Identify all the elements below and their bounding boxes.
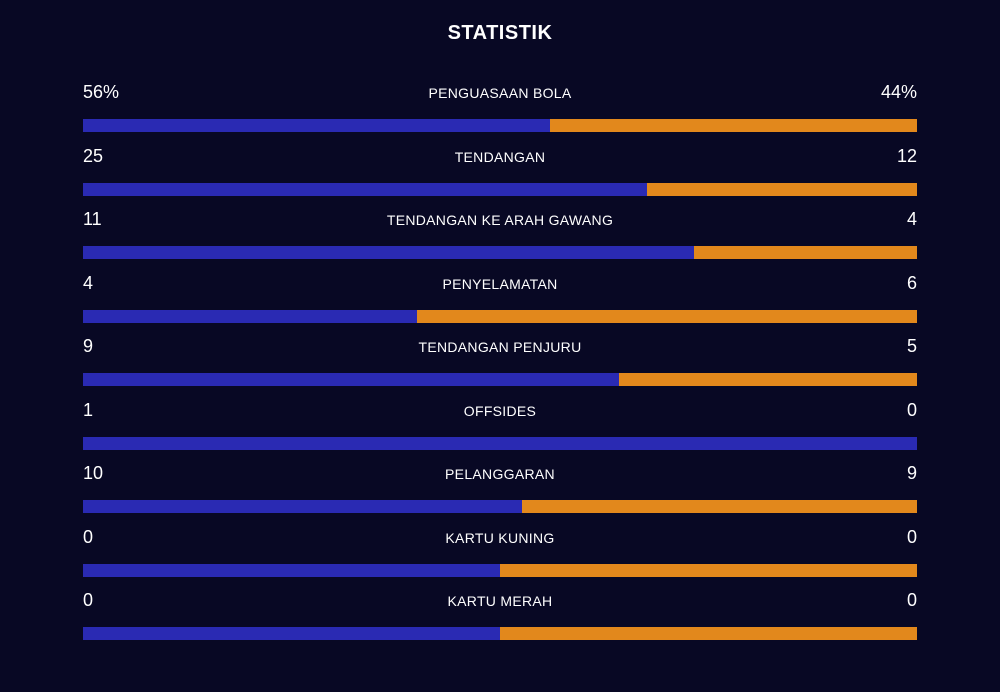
stat-bar-home bbox=[83, 373, 620, 386]
stat-home-value: 11 bbox=[83, 209, 102, 229]
stat-label: KARTU MERAH bbox=[447, 593, 553, 609]
stat-bar bbox=[83, 182, 917, 196]
stat-bar-away bbox=[694, 246, 917, 259]
stat-bar bbox=[83, 436, 917, 450]
stat-bar-home bbox=[83, 309, 417, 323]
stat-home-value: 0 bbox=[83, 526, 94, 547]
stat-label: TENDANGAN bbox=[454, 148, 546, 165]
stats-title: STATISTIK bbox=[447, 22, 553, 44]
stat-home-value: 10 bbox=[83, 463, 104, 483]
stat-bar-home bbox=[83, 182, 647, 196]
stat-home-value: 0 bbox=[83, 590, 94, 610]
stat-bar-away bbox=[521, 500, 917, 513]
stat-away-value: 4 bbox=[906, 209, 917, 229]
stat-home-value: 9 bbox=[83, 336, 94, 356]
stat-fouls: 10 PELANGGARAN 9 bbox=[83, 461, 917, 525]
stat-label: TENDANGAN KE ARAH GAWANG bbox=[386, 212, 614, 228]
stat-shots: 25 TENDANGAN 12 bbox=[83, 144, 917, 208]
stat-home-value: 56% bbox=[83, 82, 120, 102]
stat-corners: 9 TENDANGAN PENJURU 5 bbox=[83, 334, 917, 398]
stat-bar-away bbox=[619, 373, 917, 386]
stat-yellow-cards: 0 KARTU KUNING 0 bbox=[83, 525, 917, 589]
stat-bar-home bbox=[83, 119, 551, 132]
stat-label: PELANGGARAN bbox=[445, 466, 555, 482]
stat-bar-home bbox=[83, 436, 917, 450]
stat-red-cards: 0 KARTU MERAH 0 bbox=[83, 588, 917, 652]
stat-saves: 4 PENYELAMATAN 6 bbox=[83, 271, 917, 335]
stat-bar-away bbox=[550, 119, 917, 132]
stat-away-value: 9 bbox=[906, 463, 917, 483]
stat-away-value: 5 bbox=[906, 336, 917, 356]
stat-away-value: 0 bbox=[906, 590, 917, 610]
stat-home-value: 1 bbox=[83, 399, 94, 420]
stat-label: PENGUASAAN BOLA bbox=[428, 85, 572, 101]
stats-list: 56% PENGUASAAN BOLA 44% 25 TENDANGAN 12 … bbox=[83, 80, 917, 652]
stat-bar-away bbox=[416, 309, 917, 323]
stat-shots-on-target: 11 TENDANGAN KE ARAH GAWANG 4 bbox=[83, 207, 917, 271]
stat-away-value: 0 bbox=[906, 399, 917, 420]
stat-label: PENYELAMATAN bbox=[442, 275, 558, 292]
stat-bar-away bbox=[500, 563, 917, 577]
stat-offsides: 1 OFFSIDES 0 bbox=[83, 398, 917, 462]
stat-bar-home bbox=[83, 500, 522, 513]
stat-bar bbox=[83, 119, 917, 132]
stat-label: KARTU KUNING bbox=[445, 529, 555, 546]
stat-bar-away bbox=[500, 627, 917, 640]
stat-bar bbox=[83, 627, 917, 640]
stat-bar-home bbox=[83, 246, 695, 259]
stat-home-value: 25 bbox=[83, 145, 104, 166]
stat-bar-home bbox=[83, 627, 500, 640]
stat-bar bbox=[83, 500, 917, 513]
stat-away-value: 12 bbox=[896, 145, 917, 166]
stat-home-value: 4 bbox=[83, 272, 94, 293]
stat-bar bbox=[83, 246, 917, 259]
stat-bar bbox=[83, 309, 917, 323]
stat-bar-away bbox=[646, 182, 917, 196]
stat-away-value: 0 bbox=[906, 526, 917, 547]
stat-possession: 56% PENGUASAAN BOLA 44% bbox=[83, 80, 917, 144]
stat-bar-home bbox=[83, 563, 500, 577]
stat-away-value: 44% bbox=[880, 82, 917, 102]
stat-bar bbox=[83, 373, 917, 386]
stat-away-value: 6 bbox=[906, 272, 917, 293]
stat-label: TENDANGAN PENJURU bbox=[418, 339, 582, 355]
stat-label: OFFSIDES bbox=[463, 402, 537, 419]
stat-bar bbox=[83, 563, 917, 577]
